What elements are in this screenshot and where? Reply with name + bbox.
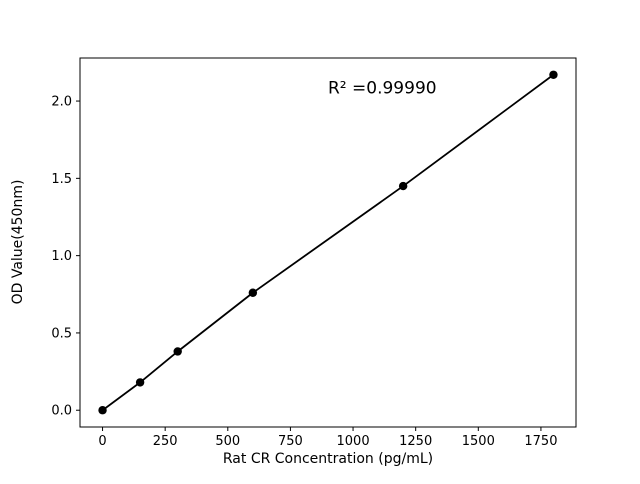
- data-point: [135, 378, 145, 387]
- x-tick-label: 1500: [462, 434, 495, 449]
- x-axis-ticks: 0 250 500 750 1000 1250 1500 1750: [98, 427, 557, 449]
- x-tick-label: 500: [215, 434, 240, 449]
- plot-area: [79, 57, 577, 428]
- x-tick-label: 250: [153, 434, 178, 449]
- y-tick-label: 1.0: [51, 249, 72, 264]
- y-tick-label: 2.0: [51, 95, 72, 110]
- x-tick-label: 750: [278, 434, 303, 449]
- x-tick-label: 1250: [399, 434, 432, 449]
- data-point: [549, 70, 558, 79]
- x-tick-label: 1000: [337, 434, 370, 449]
- y-tick-label: 0.5: [51, 326, 72, 341]
- y-tick-label: 1.5: [51, 172, 72, 187]
- x-tick-label: 0: [98, 434, 106, 449]
- data-point: [398, 181, 408, 191]
- series-line: [101, 73, 555, 412]
- r-squared-annotation: R² =0.99990: [328, 78, 437, 98]
- x-axis-label: Rat CR Concentration (pg/mL): [223, 451, 433, 467]
- fit-line: [101, 73, 555, 412]
- data-point: [173, 347, 182, 356]
- data-point: [98, 406, 107, 415]
- x-tick-label: 1750: [524, 434, 557, 449]
- y-axis-ticks: 0.0 0.5 1.0 1.5 2.0: [51, 95, 80, 419]
- y-tick-label: 0.0: [51, 404, 72, 419]
- data-points: [98, 70, 558, 415]
- data-point: [248, 288, 258, 297]
- y-axis-label: OD Value(450nm): [10, 180, 26, 305]
